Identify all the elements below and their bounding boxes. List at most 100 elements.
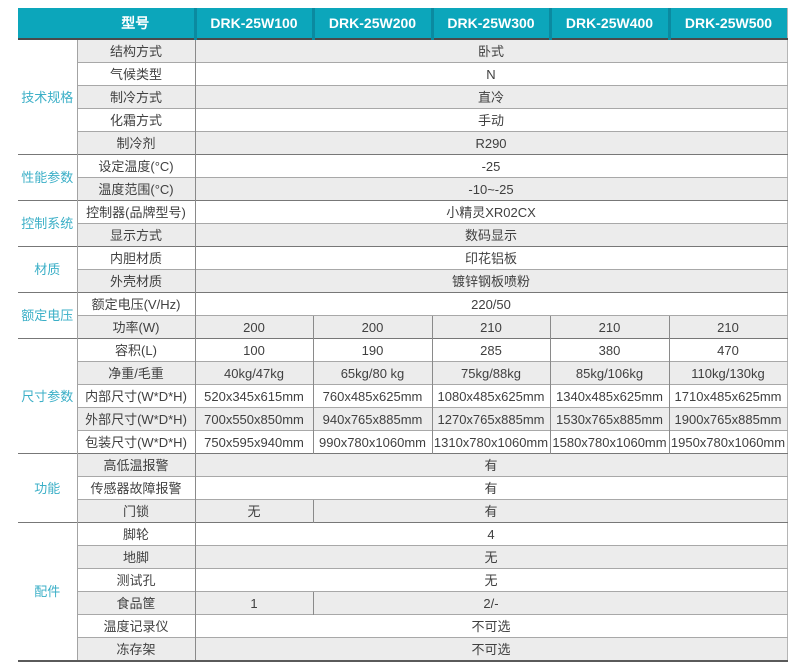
cell-value-merged: 有 [312, 499, 787, 523]
row-label: 设定温度(°C) [77, 154, 196, 178]
table-header: 型号 DRK-25W100 DRK-25W200 DRK-25W300 DRK-25W4… [18, 8, 787, 40]
cell-value: 990x780x1060mm [312, 430, 432, 454]
row-label: 额定电压(V/Hz) [77, 292, 196, 316]
row-label: 测试孔 [77, 568, 196, 592]
cell-value-merged: 220/50 [195, 292, 787, 316]
cell-value: 470 [668, 338, 787, 362]
table-row: 温度记录仪 不可选 [18, 614, 787, 638]
column-header-model: DRK-25W300 [430, 8, 550, 40]
cell-value-merged: 直冷 [195, 85, 787, 109]
cell-value-merged: 不可选 [195, 637, 787, 662]
row-label: 门锁 [77, 499, 196, 523]
row-label: 内胆材质 [77, 246, 196, 270]
cell-value-merged: R290 [195, 131, 787, 155]
row-label: 内部尺寸(W*D*H) [77, 384, 196, 408]
cell-value-merged: 有 [195, 453, 787, 477]
table-row: 测试孔无 [18, 568, 787, 592]
cell-value-merged: 无 [195, 568, 787, 592]
cell-value-merged: 数码显示 [195, 223, 787, 247]
header-row: 型号 DRK-25W100 DRK-25W200 DRK-25W300 DRK-25W4… [18, 8, 787, 40]
cell-value: 1710x485x625mm [668, 384, 787, 408]
group-label: 额定电压 [18, 292, 78, 339]
cell-value: 110kg/130kg [668, 361, 787, 385]
cell-value: 200 [195, 315, 313, 339]
group-label: 配件 [18, 522, 78, 661]
table-row: 化霜方式 手动 [18, 108, 787, 132]
cell-value: 1580x780x1060mm [549, 430, 669, 454]
row-label: 高低温报警 [77, 453, 196, 477]
column-header-model: DRK-25W200 [311, 8, 432, 40]
table-row: 尺寸参数 容积(L) 100 190 285 380 470 [18, 338, 787, 454]
row-label: 化霜方式 [77, 108, 196, 132]
group-label: 尺寸参数 [18, 338, 78, 454]
column-header-model: DRK-25W100 [193, 8, 313, 40]
table-row: 性能参数 设定温度(°C) -25 [18, 154, 787, 201]
row-label: 温度记录仪 [77, 614, 196, 638]
row-label: 制冷剂 [77, 131, 196, 155]
cell-value-merged: 卧式 [195, 38, 787, 63]
group-label: 功能 [18, 453, 78, 523]
cell-value-merged: 2/- [312, 591, 787, 615]
cell-value: 760x485x625mm [312, 384, 432, 408]
corner-header-model: 型号 [18, 8, 195, 40]
row-label: 净重/毛重 [77, 361, 196, 385]
group-label: 技术规格 [18, 38, 78, 155]
table-row: 显示方式 数码显示 [18, 223, 787, 247]
group-label: 性能参数 [18, 154, 78, 201]
cell-value: 940x765x885mm [312, 407, 432, 431]
row-label: 容积(L) [77, 338, 196, 362]
row-label: 外部尺寸(W*D*H) [77, 407, 196, 431]
column-header-model: DRK-25W400 [548, 8, 669, 40]
table-row: 外部尺寸(W*D*H) 700x550x850mm 940x765x885mm 127… [18, 407, 787, 431]
cell-value: 1950x780x1060mm [668, 430, 787, 454]
row-label: 脚轮 [77, 522, 196, 546]
table-row: 内部尺寸(W*D*H) 520x345x615mm 760x485x625mm 108… [18, 384, 787, 408]
row-label: 外壳材质 [77, 269, 196, 293]
row-label: 结构方式 [77, 38, 196, 63]
table-row: 食品筐 1 2/- [18, 591, 787, 615]
cell-value: 200 [312, 315, 432, 339]
spec-table: 型号 DRK-25W100 DRK-25W200 DRK-25W300 DRK-25W4… [18, 8, 788, 662]
cell-value-merged: 小精灵XR02CX [195, 200, 787, 224]
row-label: 地脚 [77, 545, 196, 569]
cell-value: 1270x765x885mm [431, 407, 550, 431]
cell-value: 210 [549, 315, 669, 339]
cell-value: 100 [195, 338, 313, 362]
cell-value-merged: 手动 [195, 108, 787, 132]
table-body: 技术规格 结构方式 卧式 气候类型 N 制冷方式 直冷 化霜方式 手动 制冷剂 R290 性能参数 设定… [18, 38, 787, 662]
cell-value: 40kg/47kg [195, 361, 313, 385]
table-row: 净重/毛重 40kg/47kg 65kg/80 kg 75kg/88kg 85kg/10… [18, 361, 787, 385]
cell-value: 85kg/106kg [549, 361, 669, 385]
table-row: 技术规格 结构方式 卧式 [18, 38, 787, 155]
table-row: 地脚无 [18, 545, 787, 569]
cell-value: 65kg/80 kg [312, 361, 432, 385]
row-label: 温度范围(°C) [77, 177, 196, 201]
cell-value-merged: 镀锌钢板喷粉 [195, 269, 787, 293]
cell-value: 1340x485x625mm [549, 384, 669, 408]
table-row: 制冷剂 R290 [18, 131, 787, 155]
table-row: 气候类型 N [18, 62, 787, 86]
cell-value-merged: 印花铝板 [195, 246, 787, 270]
table-row: 功率(W) 200 200 210 210 210 [18, 315, 787, 339]
cell-value: 285 [431, 338, 550, 362]
table-row: 传感器故障报警有 [18, 476, 787, 500]
cell-value: 380 [549, 338, 669, 362]
row-label: 食品筐 [77, 591, 196, 615]
row-label: 冻存架 [77, 637, 196, 662]
group-label: 控制系统 [18, 200, 78, 247]
table-row: 冻存架 不可选 [18, 637, 787, 662]
table-row: 额定电压 额定电压(V/Hz) 220/50 [18, 292, 787, 339]
cell-value: 1900x765x885mm [668, 407, 787, 431]
table-row: 温度范围(°C) -10~-25 [18, 177, 787, 201]
column-header-model: DRK-25W500 [667, 8, 787, 40]
cell-value: 1080x485x625mm [431, 384, 550, 408]
cell-value: 210 [431, 315, 550, 339]
group-label: 材质 [18, 246, 78, 293]
table-row: 门锁无有 [18, 499, 787, 523]
cell-value: 75kg/88kg [431, 361, 550, 385]
cell-value-merged: -10~-25 [195, 177, 787, 201]
cell-value-merged: 无 [195, 545, 787, 569]
cell-value-merged: 有 [195, 476, 787, 500]
cell-value: 750x595x940mm [195, 430, 313, 454]
